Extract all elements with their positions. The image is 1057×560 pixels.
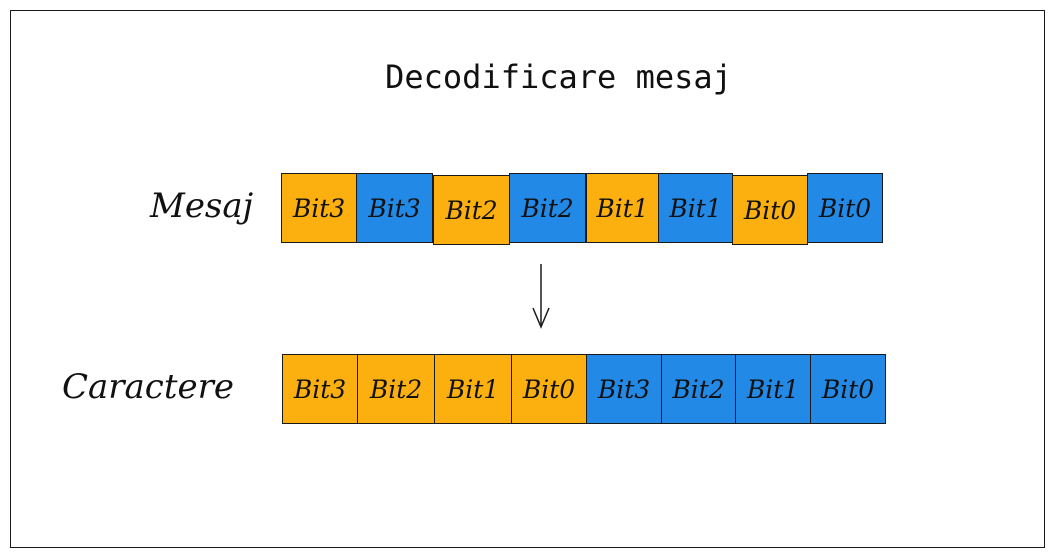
mesaj-cell-6: Bit1: [658, 173, 733, 243]
mesaj-cell-7: Bit0: [732, 175, 808, 245]
mesaj-cell-8: Bit0: [807, 173, 883, 243]
caractere-cell-2: Bit2: [357, 354, 435, 424]
row-label-caractere: Caractere: [62, 367, 235, 407]
mesaj-cell-3: Bit2: [433, 175, 510, 245]
caractere-cell-3: Bit1: [434, 354, 512, 424]
mesaj-cell-5: Bit1: [586, 173, 659, 243]
mesaj-cell-1: Bit3: [281, 173, 357, 243]
mesaj-cell-2: Bit3: [356, 173, 433, 243]
caractere-cell-6: Bit2: [661, 354, 736, 424]
diagram-title: Decodificare mesaj: [385, 58, 732, 96]
caractere-cell-7: Bit1: [735, 354, 811, 424]
row-label-mesaj: Mesaj: [150, 186, 254, 226]
diagram-frame: [10, 10, 1045, 548]
caractere-cell-8: Bit0: [810, 354, 886, 424]
mesaj-cell-4: Bit2: [509, 173, 586, 243]
caractere-cell-5: Bit3: [586, 354, 662, 424]
arrow-down-icon: [532, 264, 550, 329]
caractere-cell-4: Bit0: [511, 354, 587, 424]
caractere-cell-1: Bit3: [282, 354, 358, 424]
